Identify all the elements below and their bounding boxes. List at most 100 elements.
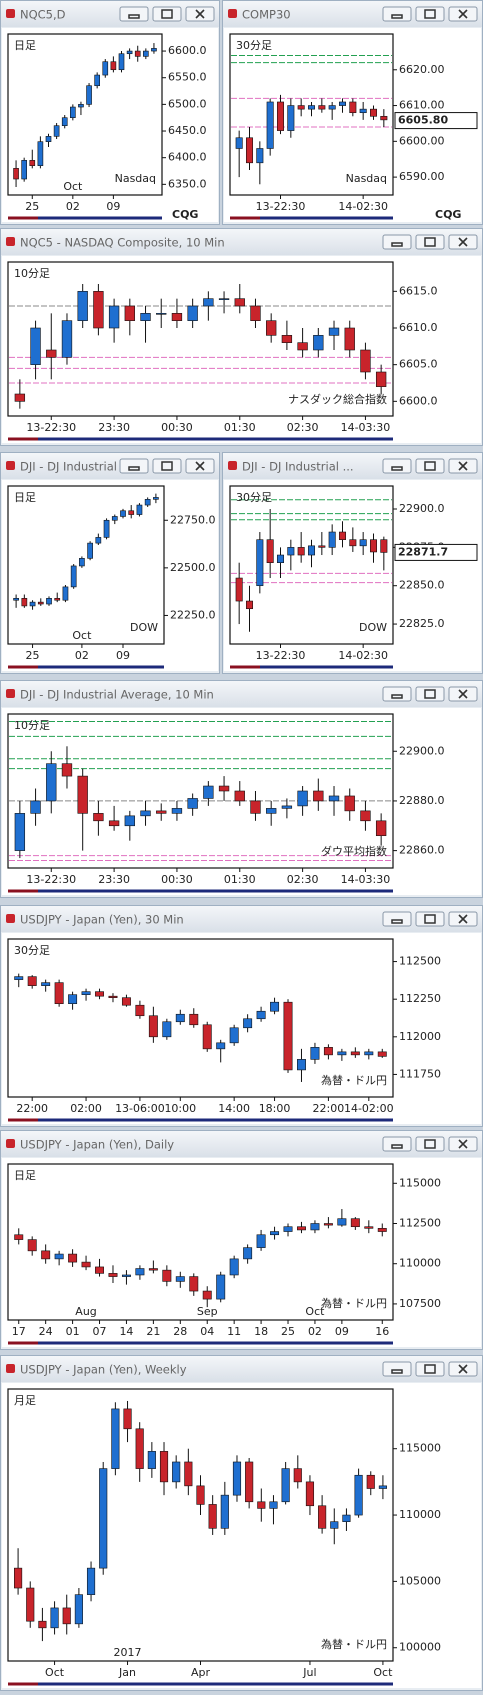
candle-body (45, 136, 52, 142)
max-icon (424, 9, 436, 19)
window-button-min[interactable] (119, 458, 149, 474)
window-button-max[interactable] (415, 1136, 445, 1152)
candle-body (208, 1504, 217, 1529)
chart-window: DJI - DJ Industrial ...22900.022875.0228… (222, 452, 483, 674)
candle-body (305, 1481, 315, 1507)
x-tick-label: 21 (146, 1325, 160, 1338)
window-button-min[interactable] (382, 234, 412, 250)
instrument-tag: Nasdaq (346, 172, 387, 185)
candle-body (337, 1051, 347, 1056)
candle-body (250, 800, 261, 814)
window-button-max[interactable] (415, 1361, 445, 1377)
candle-body (124, 305, 135, 321)
y-tick-label: 22850.0 (399, 579, 445, 592)
candle-body (359, 539, 367, 547)
candle-body (184, 1461, 193, 1487)
candle-body (235, 577, 243, 602)
window-button-min[interactable] (382, 458, 412, 474)
window-title: USDJPY - Japan (Yen), 30 Min (20, 913, 184, 927)
title-bar (1, 1, 219, 27)
window-button-min[interactable] (119, 6, 149, 22)
candle-body (220, 1494, 229, 1529)
window-button-min[interactable] (382, 686, 412, 702)
candle-body (68, 1253, 78, 1263)
candle-body (81, 1261, 91, 1268)
last-price-label: 6605.80 (398, 114, 448, 127)
candle-body (270, 1001, 280, 1012)
y-tick-label: 6610.00 (399, 99, 445, 112)
window-button-max[interactable] (415, 458, 445, 474)
candle-body (53, 125, 60, 137)
window-title: USDJPY - Japan (Yen), Weekly (20, 1363, 187, 1377)
x-tick-label: 23:30 (98, 873, 130, 886)
candle-body (95, 1266, 104, 1274)
candle-body (102, 61, 109, 76)
window-icon (228, 9, 237, 18)
y-tick-label: 112500 (399, 1217, 441, 1230)
min-icon (391, 14, 403, 19)
plot-area (7, 1163, 394, 1321)
candle-body (123, 1408, 132, 1430)
window-button-max[interactable] (152, 6, 182, 22)
candle-body (266, 320, 277, 336)
y-tick-label: 105000 (399, 1574, 441, 1587)
candle-body (310, 1047, 320, 1060)
candle-body (30, 327, 41, 365)
window-button-min[interactable] (382, 911, 412, 927)
window-button-max[interactable] (415, 686, 445, 702)
window-button-max[interactable] (415, 6, 445, 22)
window-button-min[interactable] (382, 1361, 412, 1377)
window-button-min[interactable] (382, 1136, 412, 1152)
window-button-max[interactable] (415, 234, 445, 250)
candle-body (364, 1226, 374, 1229)
x-tick-label: 02:30 (287, 873, 319, 886)
candle-body (136, 504, 143, 515)
window-title: NQC5 - NASDAQ Composite, 10 Min (20, 236, 225, 250)
candle-body (380, 115, 388, 121)
x-tick-label: 17 (12, 1325, 26, 1338)
candle-body (70, 565, 77, 588)
window-button-min[interactable] (382, 6, 412, 22)
candle-body (95, 537, 102, 544)
candle-body (79, 558, 85, 567)
cqg-logo: CQG (172, 208, 198, 221)
y-tick-label: 107500 (399, 1297, 441, 1310)
candle-body (62, 1607, 71, 1625)
min-icon (128, 466, 140, 471)
chart-window: USDJPY - Japan (Yen), Weekly 115000 110000… (0, 1355, 483, 1691)
x-tick-label: 13-22:30 (256, 200, 306, 213)
timeframe-label: 月足 (14, 1394, 36, 1407)
candle-body (250, 305, 261, 321)
candle-body (140, 810, 151, 817)
candle-body (359, 108, 367, 114)
candle-body (27, 976, 37, 986)
y-tick-label: 6350.0 (168, 177, 207, 190)
candle-body (124, 815, 135, 827)
window-button-max[interactable] (415, 911, 445, 927)
min-icon (128, 14, 140, 19)
close-icon (458, 689, 468, 699)
window-title: DJI - DJ Industrial ... (20, 460, 132, 474)
candle-body (74, 1594, 83, 1625)
window-icon (228, 461, 237, 470)
close-icon (458, 914, 468, 924)
candle-body (126, 50, 133, 55)
chart-window: USDJPY - Japan (Yen), Daily 115000 112500 1… (0, 1130, 483, 1350)
chart-window: COMP30 6620.00 6610.00 6600.00 6590.00 13-22:… (222, 0, 483, 225)
x-tick-label: 09 (106, 200, 120, 213)
y-tick-label: 115000 (399, 1176, 441, 1189)
close-icon (458, 1364, 468, 1374)
candle-body (61, 320, 73, 358)
max-icon (161, 461, 173, 471)
candle-body (144, 499, 151, 506)
y-tick-label: 6620.00 (399, 63, 445, 76)
candle-body (337, 1218, 347, 1226)
candle-body (189, 1276, 199, 1292)
close-icon (458, 237, 468, 247)
candle-body (143, 50, 149, 57)
candle-body (245, 1461, 254, 1503)
window-button-max[interactable] (152, 458, 182, 474)
candle-body (354, 1474, 363, 1516)
candle-body (135, 1004, 145, 1017)
